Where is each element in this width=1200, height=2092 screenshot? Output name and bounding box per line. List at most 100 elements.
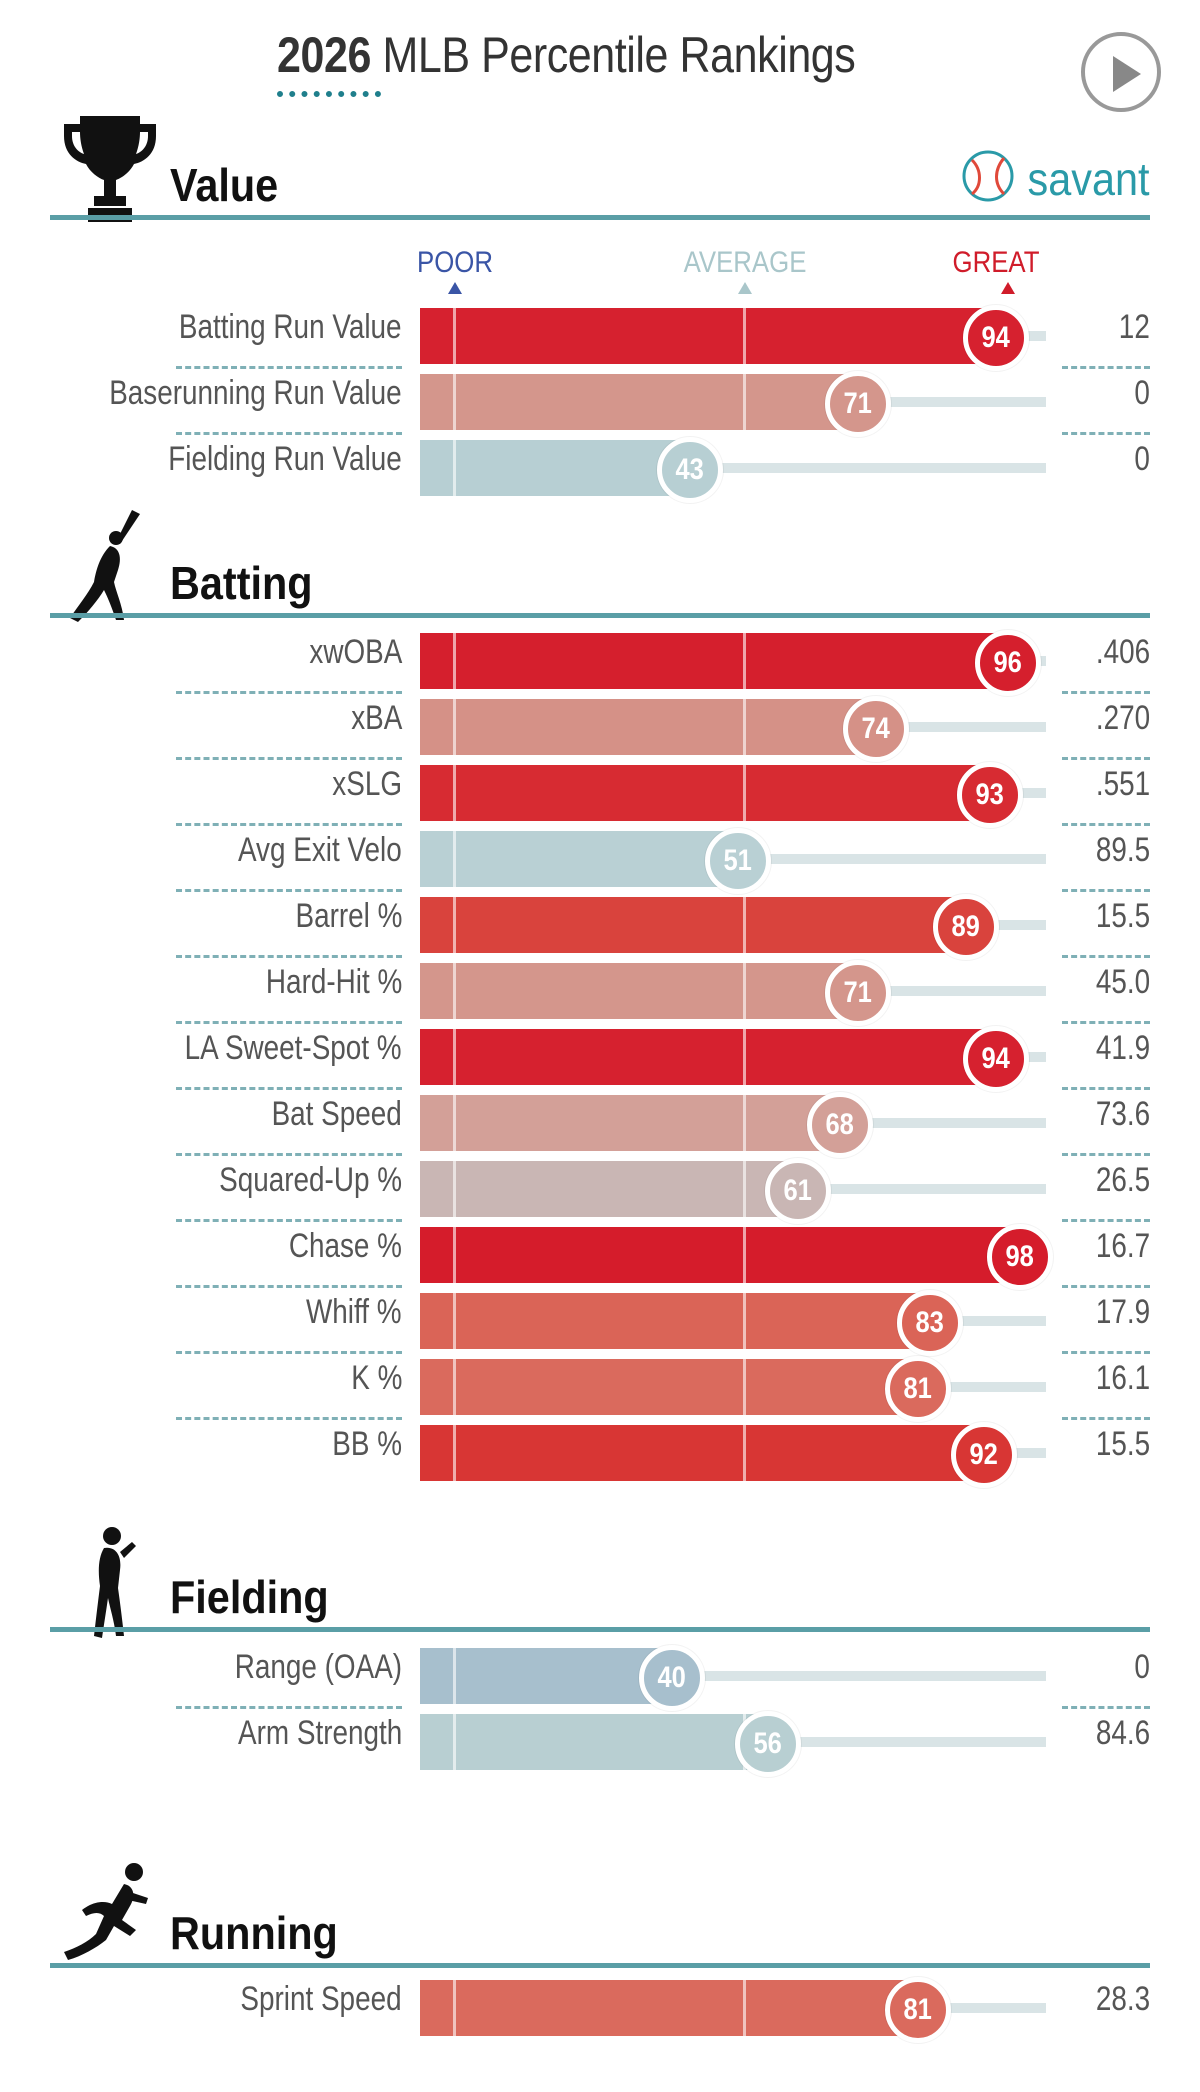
metric-row[interactable]: Whiff % 83 17.9 <box>0 1285 1200 1356</box>
metric-stat-value: 0 <box>1134 440 1150 478</box>
percentile-bubble[interactable]: 40 <box>639 1645 705 1711</box>
row-separator <box>1062 691 1150 694</box>
percentile-bubble[interactable]: 81 <box>885 1356 951 1422</box>
scale-tick <box>453 1359 456 1415</box>
row-separator <box>176 757 402 760</box>
percentile-bar <box>420 1029 996 1085</box>
scale-tick <box>743 699 746 755</box>
percentile-value: 81 <box>903 1993 933 2026</box>
percentile-value: 94 <box>981 321 1011 354</box>
percentile-bar <box>420 1161 798 1217</box>
metric-row[interactable]: Baserunning Run Value 71 0 <box>0 366 1200 437</box>
metric-row[interactable]: xSLG 93 .551 <box>0 757 1200 828</box>
percentile-bubble[interactable]: 93 <box>957 762 1023 828</box>
percentile-value: 61 <box>783 1174 813 1207</box>
percentile-bubble[interactable]: 61 <box>765 1158 831 1224</box>
metric-row[interactable]: LA Sweet-Spot % 94 41.9 <box>0 1021 1200 1092</box>
percentile-bubble[interactable]: 89 <box>933 894 999 960</box>
percentile-bubble[interactable]: 51 <box>705 828 771 894</box>
section-title: Running <box>170 1907 338 1959</box>
baseball-icon <box>962 150 1014 202</box>
scale-tick <box>743 1227 746 1283</box>
percentile-bubble[interactable]: 81 <box>885 1977 951 2043</box>
metric-row[interactable]: BB % 92 15.5 <box>0 1417 1200 1488</box>
percentile-bubble[interactable]: 83 <box>897 1290 963 1356</box>
metric-label: Hard-Hit % <box>265 963 402 1001</box>
scale-label-average: AVERAGE <box>683 246 807 279</box>
metric-label: K % <box>350 1359 402 1397</box>
percentile-track: 40 <box>420 1645 1046 1711</box>
metric-stat-value: 17.9 <box>1095 1293 1150 1331</box>
percentile-bubble[interactable]: 71 <box>825 371 891 437</box>
metric-row[interactable]: Barrel % 89 15.5 <box>0 889 1200 960</box>
metric-row[interactable]: Avg Exit Velo 51 89.5 <box>0 823 1200 894</box>
metric-row[interactable]: Squared-Up % 61 26.5 <box>0 1153 1200 1224</box>
metric-stat-value: .551 <box>1095 765 1150 803</box>
metric-row[interactable]: xBA 74 .270 <box>0 691 1200 762</box>
section-title: Value <box>170 159 279 211</box>
scale-tick <box>453 963 456 1019</box>
metric-label: Barrel % <box>295 897 402 935</box>
percentile-value: 81 <box>903 1372 933 1405</box>
scale-tick <box>453 1227 456 1283</box>
row-separator <box>176 432 402 435</box>
row-separator <box>1062 432 1150 435</box>
metric-stat-value: 16.1 <box>1095 1359 1150 1397</box>
metric-row[interactable]: xwOBA 96 .406 <box>0 625 1200 696</box>
percentile-bar <box>420 1714 768 1770</box>
metric-stat-value: 0 <box>1134 374 1150 412</box>
percentile-value: 94 <box>981 1042 1011 1075</box>
percentile-bubble[interactable]: 94 <box>963 305 1029 371</box>
percentile-bar <box>420 1648 672 1704</box>
metric-row[interactable]: Fielding Run Value 43 0 <box>0 432 1200 503</box>
section-header-running: Running <box>50 1858 1150 1968</box>
metric-row[interactable]: Hard-Hit % 71 45.0 <box>0 955 1200 1026</box>
percentile-bar <box>420 1293 930 1349</box>
remaining-track <box>858 986 1046 996</box>
scale-tick <box>743 897 746 953</box>
row-separator <box>1062 1219 1150 1222</box>
metric-row[interactable]: Range (OAA) 40 0 <box>0 1640 1200 1711</box>
percentile-bubble[interactable]: 68 <box>807 1092 873 1158</box>
percentile-bubble[interactable]: 92 <box>951 1422 1017 1488</box>
percentile-value: 93 <box>975 778 1005 811</box>
percentile-bar <box>420 765 990 821</box>
scale-tick <box>743 633 746 689</box>
percentile-bubble[interactable]: 71 <box>825 960 891 1026</box>
percentile-bubble[interactable]: 98 <box>987 1224 1053 1290</box>
metric-row[interactable]: Chase % 98 16.7 <box>0 1219 1200 1290</box>
row-separator <box>1062 1153 1150 1156</box>
row-separator <box>176 1417 402 1420</box>
metric-row[interactable]: Sprint Speed 81 28.3 <box>0 1972 1200 2043</box>
section-header-value: Value savant <box>50 110 1150 222</box>
average-marker-icon <box>738 282 752 294</box>
percentile-bubble[interactable]: 56 <box>735 1711 801 1777</box>
metric-label: xwOBA <box>309 633 402 671</box>
metric-row[interactable]: Batting Run Value 94 12 <box>0 300 1200 371</box>
row-separator <box>176 1219 402 1222</box>
metric-row[interactable]: K % 81 16.1 <box>0 1351 1200 1422</box>
percentile-bubble[interactable]: 96 <box>975 630 1041 696</box>
scale-tick <box>453 831 456 887</box>
percentile-bar <box>420 1980 918 2036</box>
scale-tick <box>453 699 456 755</box>
year-selector-underline[interactable] <box>277 91 381 97</box>
section-title: Batting <box>170 557 313 609</box>
percentile-track: 51 <box>420 828 1046 894</box>
scale-tick <box>743 1359 746 1415</box>
row-separator <box>1062 1706 1150 1709</box>
play-button[interactable] <box>1081 32 1161 112</box>
metric-label: Avg Exit Velo <box>238 831 402 869</box>
percentile-bubble[interactable]: 74 <box>843 696 909 762</box>
scale-tick <box>743 1293 746 1349</box>
percentile-bubble[interactable]: 43 <box>657 437 723 503</box>
percentile-bar <box>420 699 876 755</box>
savant-logo[interactable]: savant <box>950 146 1150 206</box>
metric-stat-value: 41.9 <box>1095 1029 1150 1067</box>
metric-row[interactable]: Arm Strength 56 84.6 <box>0 1706 1200 1777</box>
metric-label: Sprint Speed <box>240 1980 402 2018</box>
percentile-bubble[interactable]: 94 <box>963 1026 1029 1092</box>
row-separator <box>176 1087 402 1090</box>
scale-tick <box>453 1161 456 1217</box>
metric-row[interactable]: Bat Speed 68 73.6 <box>0 1087 1200 1158</box>
